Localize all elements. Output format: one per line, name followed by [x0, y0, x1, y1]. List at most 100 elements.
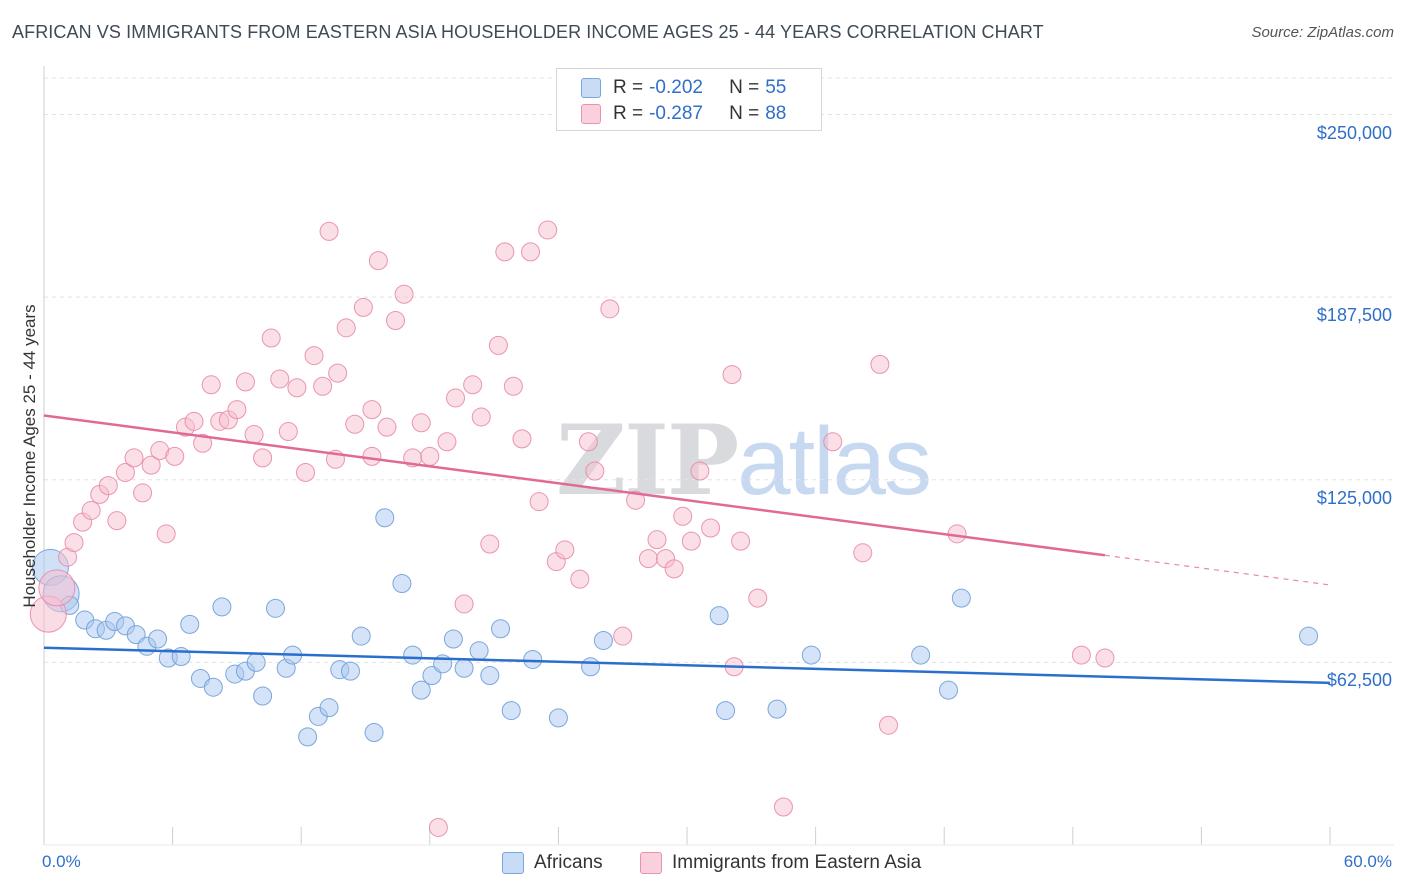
- chart-title: AFRICAN VS IMMIGRANTS FROM EASTERN ASIA …: [12, 22, 1044, 42]
- asia-point: [701, 518, 721, 538]
- asia-point: [193, 433, 213, 453]
- asia-point: [336, 318, 356, 338]
- asia-point: [555, 540, 575, 560]
- africans-point: [340, 661, 360, 681]
- asia-point: [141, 455, 161, 475]
- africans-point: [392, 573, 412, 593]
- asia-point: [454, 594, 474, 614]
- africans-point: [180, 614, 200, 634]
- trend-line-extension-asia: [1104, 554, 1331, 586]
- asia-point: [38, 569, 76, 607]
- africans-point: [911, 645, 931, 665]
- asia-point: [585, 461, 605, 481]
- legend-item-asia[interactable]: Immigrants from Eastern Asia: [640, 852, 921, 874]
- trend-line-africans: [43, 646, 1331, 685]
- stats-legend-row-africans: R = -0.202 N = 55: [581, 77, 786, 99]
- asia-point: [626, 490, 646, 510]
- africans-point: [411, 680, 431, 700]
- africans-point: [443, 629, 463, 649]
- asia-point: [235, 372, 255, 392]
- asia-point: [673, 506, 693, 526]
- asia-point: [304, 346, 324, 366]
- africans-point: [801, 645, 821, 665]
- x-tick-label-min: 0.0%: [42, 852, 81, 871]
- asia-point: [437, 432, 457, 452]
- asia-point: [600, 299, 620, 319]
- asia-point: [1071, 645, 1091, 665]
- n-label: N =: [729, 103, 760, 124]
- asia-point: [201, 375, 221, 395]
- africans-point: [1299, 626, 1319, 646]
- asia-point: [244, 424, 264, 444]
- stats-legend: R = -0.202 N = 55 R = -0.287 N = 88: [556, 68, 822, 131]
- asia-point: [878, 715, 898, 735]
- asia-legend-swatch: [640, 852, 662, 874]
- africans-point: [709, 606, 729, 626]
- asia-point: [287, 378, 307, 398]
- n-value-asia: 88: [765, 103, 787, 124]
- asia-point: [353, 297, 373, 317]
- asia-point: [731, 531, 751, 551]
- r-value-asia: -0.287: [649, 103, 703, 124]
- asia-point: [722, 365, 742, 385]
- series-legend: Africans Immigrants from Eastern Asia: [0, 852, 1406, 878]
- asia-point: [428, 817, 448, 837]
- africans-point: [422, 666, 442, 686]
- asia-point: [521, 242, 541, 262]
- africans-point: [351, 626, 371, 646]
- africans-point: [253, 686, 273, 706]
- asia-point: [362, 446, 382, 466]
- r-label: R =: [613, 77, 644, 98]
- asia-point: [664, 559, 684, 579]
- africans-point: [203, 677, 223, 697]
- africans-point: [319, 698, 339, 718]
- asia-point: [98, 476, 118, 496]
- africans-point: [298, 727, 318, 747]
- y-tick-label: $125,000: [1316, 487, 1392, 508]
- asia-point: [115, 462, 135, 482]
- asia-point: [184, 411, 204, 431]
- asia-point: [64, 533, 84, 553]
- gridlines: [44, 77, 1394, 663]
- legend-item-africans[interactable]: Africans: [502, 852, 603, 874]
- asia-point: [1095, 648, 1115, 668]
- data-points: [29, 220, 1319, 837]
- asia-point: [420, 446, 440, 466]
- asia-point: [368, 251, 388, 271]
- axes: [43, 66, 1394, 846]
- asia-point: [823, 432, 843, 452]
- africans-point: [148, 629, 168, 649]
- africans-point: [126, 625, 146, 645]
- africans-point: [491, 619, 511, 639]
- asia-point: [107, 511, 127, 531]
- asia-point: [853, 543, 873, 563]
- asia-point: [81, 500, 101, 520]
- asia-point: [386, 311, 406, 331]
- africans-point: [364, 723, 384, 743]
- asia-point: [690, 461, 710, 481]
- africans-point: [454, 658, 474, 678]
- asia-point: [471, 407, 491, 427]
- y-tick-label: $62,500: [1326, 670, 1392, 691]
- asia-point: [156, 524, 176, 544]
- africans-point: [469, 641, 489, 661]
- asia-point: [446, 388, 466, 408]
- asia-point: [773, 797, 793, 817]
- r-value-africans: -0.202: [649, 77, 703, 98]
- asia-point: [411, 413, 431, 433]
- asia-point: [503, 376, 523, 396]
- africans-point: [403, 645, 423, 665]
- asia-point: [345, 414, 365, 434]
- asia-point: [538, 220, 558, 240]
- asia-point: [495, 242, 515, 262]
- n-value-africans: 55: [765, 77, 787, 98]
- r-label: R =: [613, 103, 644, 124]
- asia-point: [261, 328, 281, 348]
- x-tick-label-max: 60.0%: [1343, 852, 1392, 871]
- africans-point: [501, 701, 521, 721]
- y-axis-label: Householder Income Ages 25 - 44 years: [20, 304, 39, 608]
- trend-lines: [43, 414, 1331, 685]
- africans-point: [938, 680, 958, 700]
- africans-point: [246, 652, 266, 672]
- asia-point: [313, 376, 333, 396]
